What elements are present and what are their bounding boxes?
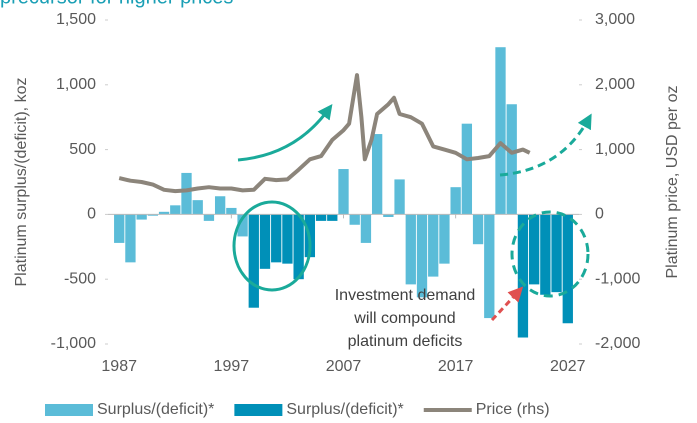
bar [125,214,136,263]
bar [158,211,170,215]
annotation: Investment demand [335,287,476,304]
bar [428,214,439,277]
bar [551,214,562,293]
bar [383,214,394,217]
bar [282,214,293,264]
bar [439,214,450,264]
bar [315,214,327,221]
bar [371,134,383,215]
y-tick-label: 1,000 [56,76,96,93]
bar [528,214,540,285]
bar [338,169,349,215]
y-tick-label: 1,500 [56,11,96,28]
bar [214,196,226,215]
bar [450,187,461,215]
bar [562,214,573,324]
bar [506,104,517,215]
annotation: platinum deficits [348,333,463,350]
bar [517,214,529,338]
y2-tick-label: -2,000 [595,335,640,352]
bar [237,214,248,237]
bar [147,214,159,216]
bar [114,214,125,243]
bar [226,207,237,215]
bar [461,123,473,215]
x-tick-label: 1997 [214,358,250,375]
trend-arrow [237,103,333,162]
legend-label: Price (rhs) [476,401,550,418]
plot-area: -1,000 -500 0 500 1,000 1,500 -2,000 -1,000 0 1,0… [51,11,641,375]
trend-arrow [499,113,592,177]
bar [540,214,551,295]
y-axis-label: Platinum surplus/(deficit), koz [13,78,30,287]
y-tick-label: 500 [69,141,96,158]
y2-tick-label: 2,000 [595,76,635,93]
y2-tick-label: 0 [595,206,604,223]
legend-swatch [45,404,93,416]
x-tick-label: 1987 [101,358,137,375]
bar [394,179,405,215]
y2-tick-label: 1,000 [595,141,635,158]
x-tick-label: 2017 [438,358,474,375]
legend-label: Surplus/(deficit)* [97,401,214,418]
x-tick-label: 2027 [550,358,586,375]
bar [349,214,360,225]
y2-tick-label: 3,000 [595,11,635,28]
legend-label: Surplus/(deficit)* [286,401,403,418]
y2-tick-label: -1,000 [595,270,640,287]
bar [248,214,259,308]
bar [472,214,484,245]
y2-axis-label: Platinum price, USD per oz [664,86,681,279]
bar [170,205,181,215]
price-line [118,73,531,194]
bar [271,214,282,263]
y-tick-label: -1,000 [51,335,96,352]
x-tick-label: 2007 [326,358,362,375]
annotation-arrow [490,286,524,322]
bar [293,214,304,280]
chart-title: precursor for higher prices [0,0,233,8]
bar [192,200,203,215]
bar [136,214,147,220]
bar [405,214,416,285]
bar [416,214,428,298]
legend-swatch [234,404,283,416]
highlight-circle [232,200,312,292]
highlight-circle [510,210,590,298]
bar [181,172,192,215]
y-tick-label: -500 [64,270,96,287]
y-tick-label: 0 [87,206,96,223]
bar [360,214,372,243]
annotation: will compound [353,310,455,327]
bar [203,214,215,221]
bar [495,47,506,215]
bar [259,214,271,269]
bar [484,214,495,319]
bar [327,214,338,221]
